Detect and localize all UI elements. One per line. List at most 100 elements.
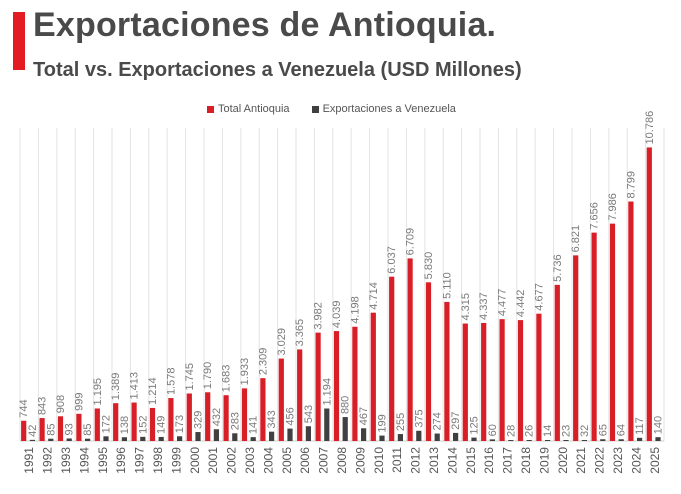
bar-total-2010 xyxy=(370,312,376,441)
bar-venezuela-1995 xyxy=(103,436,109,441)
bar-total-2020 xyxy=(554,284,560,441)
x-tick-label-1994: 1994 xyxy=(77,447,91,474)
data-label-venezuela-2014: 297 xyxy=(450,412,462,430)
data-label-total-2014: 5.110 xyxy=(441,272,453,299)
bar-total-2003 xyxy=(241,388,248,441)
bar-venezuela-2020 xyxy=(563,440,569,441)
x-tick-label-2023: 2023 xyxy=(611,447,625,474)
data-label-total-2023: 7.986 xyxy=(607,193,619,221)
data-label-total-1996: 1.389 xyxy=(110,373,122,401)
legend-item-total: Total Antioquia xyxy=(207,103,290,115)
data-label-venezuela-2009: 467 xyxy=(358,407,370,425)
x-tick-label-1998: 1998 xyxy=(151,447,165,474)
data-label-total-1998: 1.214 xyxy=(147,377,159,405)
data-label-total-2025: 10.786 xyxy=(644,111,656,145)
bar-total-2025 xyxy=(646,147,652,441)
data-label-venezuela-1996: 138 xyxy=(119,416,131,434)
legend-label-venezuela: Exportaciones a Venezuela xyxy=(322,103,456,115)
bar-total-2012 xyxy=(407,258,413,441)
bar-venezuela-2008 xyxy=(342,417,348,441)
bar-venezuela-2006 xyxy=(305,426,311,441)
bar-total-2024 xyxy=(628,201,634,441)
bar-total-2011 xyxy=(389,276,395,441)
x-tick-label-2022: 2022 xyxy=(593,447,607,474)
bar-total-1992 xyxy=(39,418,45,441)
bar-total-1997 xyxy=(131,402,137,441)
x-tick-label-2008: 2008 xyxy=(335,447,349,474)
data-label-total-2021: 6.821 xyxy=(570,225,582,253)
x-tick-label-2003: 2003 xyxy=(243,447,257,474)
bar-total-2015 xyxy=(462,323,468,441)
x-tick-label-2007: 2007 xyxy=(317,447,331,474)
bar-venezuela-2005 xyxy=(287,428,293,441)
data-label-venezuela-1998: 149 xyxy=(156,416,168,434)
x-tick-label-1996: 1996 xyxy=(114,447,128,474)
bar-venezuela-2013 xyxy=(434,433,440,441)
bar-venezuela-2014 xyxy=(453,432,459,441)
data-label-venezuela-1997: 152 xyxy=(137,416,149,434)
legend-label-total: Total Antioquia xyxy=(218,103,290,115)
bar-venezuela-2021 xyxy=(581,440,587,441)
bar-venezuela-2024 xyxy=(637,437,643,441)
data-label-venezuela-2002: 283 xyxy=(229,412,241,430)
bar-total-2022 xyxy=(591,232,597,441)
x-tick-label-2014: 2014 xyxy=(445,447,459,474)
bar-venezuela-2009 xyxy=(361,428,367,441)
data-label-total-2017: 4.477 xyxy=(497,289,509,317)
bar-venezuela-1997 xyxy=(140,436,146,441)
bar-total-2002 xyxy=(223,395,229,441)
data-label-total-1991: 744 xyxy=(18,399,30,417)
data-label-venezuela-2010: 199 xyxy=(377,414,389,432)
legend-swatch-total xyxy=(207,105,214,113)
bar-venezuela-2017 xyxy=(508,440,514,441)
bar-total-1991 xyxy=(21,420,27,441)
x-tick-label-2004: 2004 xyxy=(261,447,275,474)
data-label-venezuela-2011: 255 xyxy=(395,413,407,431)
bar-venezuela-2001 xyxy=(213,429,219,441)
x-tick-label-2012: 2012 xyxy=(409,447,423,474)
bar-venezuela-2022 xyxy=(600,439,606,441)
x-tick-label-2025: 2025 xyxy=(648,447,662,474)
data-label-venezuela-2007: 1.194 xyxy=(321,378,333,406)
bar-total-1993 xyxy=(57,416,64,441)
bar-venezuela-2010 xyxy=(379,435,385,441)
bar-venezuela-2019 xyxy=(545,440,551,441)
data-label-venezuela-2018: 26 xyxy=(524,425,536,437)
bar-total-2007 xyxy=(315,332,321,441)
data-label-venezuela-2015: 125 xyxy=(469,416,481,434)
data-label-total-2015: 4.315 xyxy=(460,293,472,321)
data-label-venezuela-2016: 60 xyxy=(487,424,499,436)
page-title: Exportaciones de Antioquia. xyxy=(33,6,497,44)
data-label-venezuela-2023: 64 xyxy=(616,424,628,436)
x-tick-label-2010: 2010 xyxy=(372,447,386,474)
bar-total-1995 xyxy=(94,408,100,441)
data-label-total-2006: 3.365 xyxy=(294,319,306,347)
x-tick-label-2020: 2020 xyxy=(556,447,570,474)
x-tick-label-1999: 1999 xyxy=(169,447,183,474)
bar-total-2019 xyxy=(536,313,542,441)
bar-total-2008 xyxy=(333,331,340,441)
bar-venezuela-2000 xyxy=(195,432,201,441)
bar-venezuela-2016 xyxy=(489,439,495,441)
x-tick-label-2001: 2001 xyxy=(206,447,220,474)
data-label-venezuela-1991: 42 xyxy=(27,425,39,437)
data-label-venezuela-2022: 65 xyxy=(597,424,609,436)
bar-venezuela-1991 xyxy=(29,439,35,441)
page-subtitle: Total vs. Exportaciones a Venezuela (USD… xyxy=(33,59,522,81)
data-label-total-1992: 843 xyxy=(37,397,49,415)
data-label-venezuela-2001: 432 xyxy=(211,408,223,426)
bar-total-1994 xyxy=(76,413,82,441)
data-label-venezuela-2017: 28 xyxy=(505,425,517,437)
bar-venezuela-2012 xyxy=(416,430,422,441)
x-tick-label-1992: 1992 xyxy=(41,447,55,474)
bar-venezuela-2015 xyxy=(471,437,477,441)
bar-venezuela-1998 xyxy=(158,436,164,441)
x-tick-label-1997: 1997 xyxy=(133,447,147,474)
chart-legend: Total Antioquia Exportaciones a Venezuel… xyxy=(207,103,456,115)
bar-venezuela-2002 xyxy=(232,433,238,441)
bar-total-1999 xyxy=(168,398,174,441)
bar-total-2018 xyxy=(517,320,524,441)
x-tick-label-2005: 2005 xyxy=(280,447,294,474)
data-label-total-2003: 1.933 xyxy=(239,358,251,386)
